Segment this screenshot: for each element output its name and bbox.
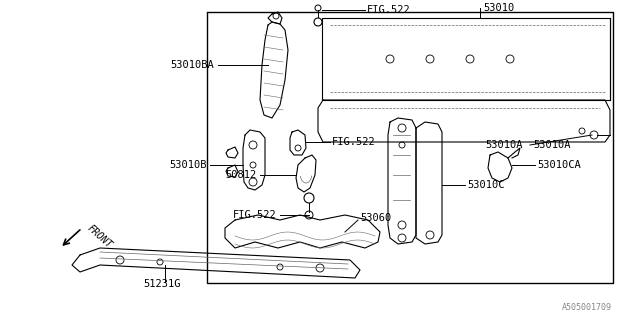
Text: 51231G: 51231G — [143, 279, 180, 289]
Text: 53010A: 53010A — [485, 140, 522, 150]
Text: 53010B: 53010B — [170, 160, 207, 170]
Text: 53010CA: 53010CA — [537, 160, 580, 170]
Text: FIG.522: FIG.522 — [332, 137, 376, 147]
Text: 53010A: 53010A — [533, 140, 570, 150]
Text: FIG.522: FIG.522 — [367, 5, 411, 15]
Text: 50812: 50812 — [226, 170, 257, 180]
Text: FIG.522: FIG.522 — [233, 210, 277, 220]
Text: 53060: 53060 — [360, 213, 391, 223]
Text: 53010C: 53010C — [467, 180, 504, 190]
Text: 53010: 53010 — [483, 3, 515, 13]
Text: FRONT: FRONT — [85, 223, 113, 251]
Text: A505001709: A505001709 — [562, 303, 612, 312]
Text: 53010BA: 53010BA — [170, 60, 214, 70]
